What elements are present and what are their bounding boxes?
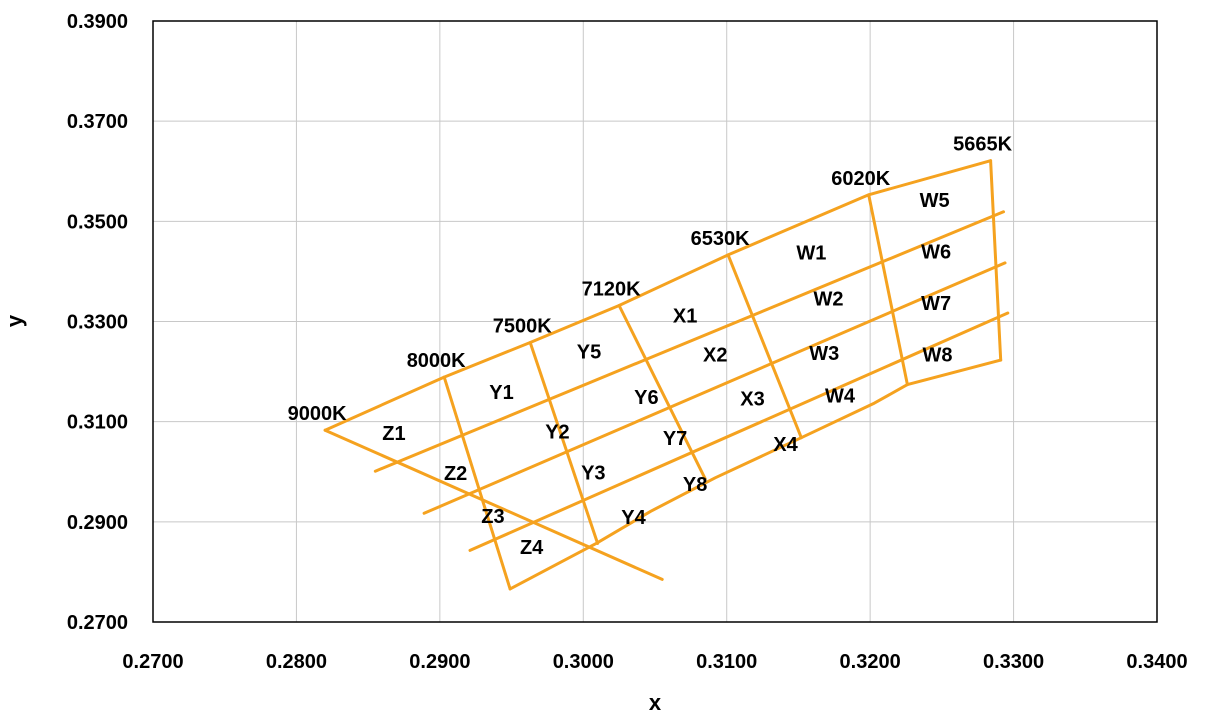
x-tick-label: 0.3300 (983, 651, 1044, 673)
bin-label: W8 (923, 344, 953, 366)
bin-label: W6 (921, 242, 951, 264)
bin-label: Y4 (621, 507, 646, 529)
cct-label: 7500K (493, 316, 552, 338)
bin-label: Y1 (489, 382, 513, 404)
bin-label: Y3 (581, 463, 605, 485)
chromaticity-line (468, 311, 1010, 552)
bin-label: Z2 (444, 463, 467, 485)
y-tick-label: 0.3300 (67, 312, 128, 334)
cct-label: 6020K (831, 168, 890, 190)
bin-label: Y8 (683, 474, 707, 496)
x-tick-label: 0.3400 (1126, 651, 1187, 673)
cct-boundary-line (528, 341, 600, 545)
bin-label: W5 (920, 190, 950, 212)
y-tick-label: 0.3500 (67, 211, 128, 233)
x-tick-label: 0.3000 (553, 651, 614, 673)
y-tick-labels: 0.2700 0.2900 0.3100 0.3300 0.3500 0.3700 0.39… (67, 11, 128, 634)
y-tick-label: 0.3700 (67, 111, 128, 133)
x-tick-label: 0.2700 (122, 651, 183, 673)
bin-label: W1 (796, 243, 826, 265)
x-tick-labels: 0.2700 0.2800 0.2900 0.3000 0.3100 0.3200 0.33… (122, 651, 1187, 673)
bin-label: X4 (773, 434, 798, 456)
cct-boundary-line (726, 253, 803, 440)
y-axis-title: y (2, 314, 27, 327)
y-tick-label: 0.3100 (67, 412, 128, 434)
bin-label: X2 (703, 344, 727, 366)
bin-label: Z4 (520, 537, 544, 559)
y-tick-label: 0.2900 (67, 512, 128, 534)
y-tick-label: 0.2700 (67, 612, 128, 634)
bin-label: Z3 (481, 506, 504, 528)
cct-label: 6530K (691, 228, 750, 250)
cct-boundary-line (442, 375, 512, 591)
bin-label: Y5 (577, 341, 601, 363)
gridlines (153, 21, 1157, 622)
chromaticity-line (373, 210, 1005, 473)
cct-boundary-line (989, 159, 1003, 362)
cct-labels: 9000K 8000K 7500K 7120K 6530K 6020K 5665K (288, 134, 1013, 425)
bin-label: Y2 (545, 421, 569, 443)
y-tick-label: 0.3900 (67, 11, 128, 33)
cct-label: 9000K (288, 403, 347, 425)
x-tick-label: 0.2800 (266, 651, 327, 673)
chromaticity-line (422, 261, 1007, 515)
cct-label: 8000K (407, 350, 466, 372)
bin-label: X1 (673, 305, 697, 327)
x-tick-label: 0.2900 (409, 651, 470, 673)
plot-area (152, 20, 1158, 623)
bin-label: Z1 (382, 423, 405, 445)
x-tick-label: 0.3200 (840, 651, 901, 673)
bin-label: W4 (825, 385, 856, 407)
bin-label: X3 (740, 388, 764, 410)
bin-label: W2 (814, 289, 844, 311)
cct-label: 7120K (582, 278, 641, 300)
bin-boundary-lines (323, 159, 1010, 591)
cct-boundary-line (617, 304, 707, 481)
bin-label: W7 (921, 293, 951, 315)
cct-label: 5665K (953, 134, 1012, 156)
cct-boundary-line (867, 193, 909, 387)
x-tick-label: 0.3100 (696, 651, 757, 673)
bin-label: W3 (809, 343, 839, 365)
bin-label: Y6 (634, 387, 658, 409)
chromaticity-line (508, 358, 1003, 591)
cct-boundary-line (323, 428, 664, 581)
bin-label: Y7 (663, 428, 687, 450)
x-axis-title: x (649, 690, 662, 715)
